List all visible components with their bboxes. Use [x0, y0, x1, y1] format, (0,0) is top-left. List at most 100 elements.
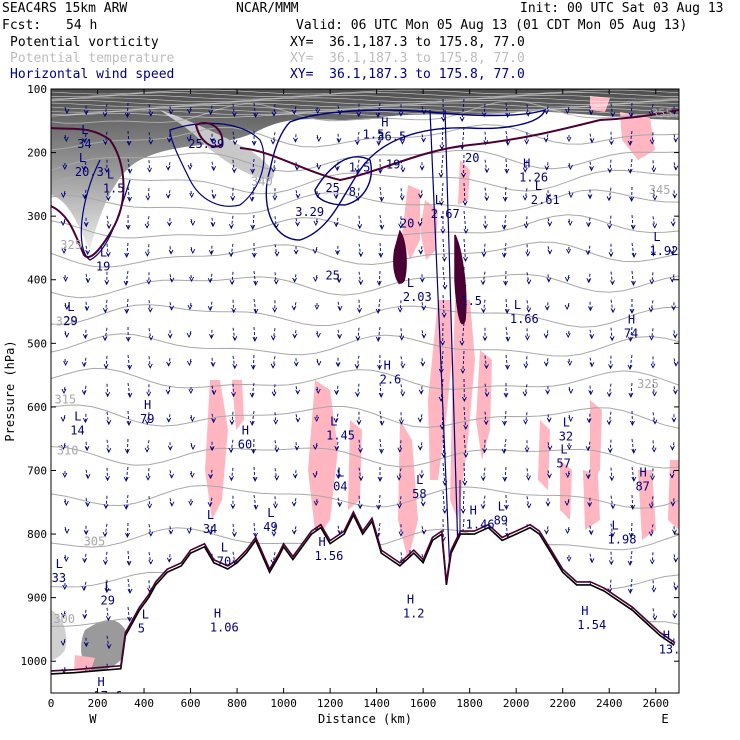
wind-vector-head	[501, 224, 507, 230]
wind-vector-head	[586, 278, 592, 284]
wind-vector-head	[505, 140, 511, 146]
wind-vector	[337, 273, 340, 283]
pv-shading-blob	[160, 110, 274, 180]
wind-vector	[231, 271, 234, 285]
wind-vector	[442, 462, 446, 486]
wind-vector	[84, 413, 87, 423]
extremum-kind-label: H	[214, 606, 221, 620]
wind-vector-head	[607, 224, 612, 230]
extremum-value-label: 57	[556, 456, 570, 470]
extremum-value-label: 17.6	[94, 689, 123, 703]
wind-speed-label: 25	[325, 181, 339, 195]
wind-vector-head	[610, 280, 615, 286]
wind-vector-head	[631, 476, 637, 482]
wind-vector	[232, 103, 235, 117]
plot-frame	[50, 88, 680, 694]
wind-vector	[441, 182, 444, 206]
wind-vector	[357, 327, 360, 341]
wind-vector-head	[123, 476, 129, 482]
wind-vector	[505, 159, 508, 173]
wind-vector	[608, 383, 612, 397]
wind-vector	[105, 355, 108, 369]
wind-vector-head	[627, 560, 633, 566]
wind-vector	[168, 554, 171, 562]
wind-vector-head	[291, 529, 297, 535]
wind-vector	[610, 299, 614, 313]
extremum-value-label: 60	[238, 437, 252, 451]
wind-vector-head	[418, 249, 424, 255]
wind-vector-head	[461, 172, 466, 179]
wind-vector-head	[672, 333, 678, 339]
wind-vector-head	[400, 139, 405, 145]
wind-vector-head	[669, 277, 675, 283]
wind-vector	[484, 131, 487, 145]
wind-vector-head	[337, 334, 342, 340]
wind-vector-head	[274, 447, 280, 453]
wind-vector-head	[609, 476, 615, 482]
wind-vector	[461, 322, 465, 346]
wind-vector	[106, 187, 109, 201]
wind-vector-head	[229, 280, 235, 286]
wind-vector-head	[62, 472, 68, 479]
wind-vector	[231, 411, 234, 425]
wind-vector-head	[292, 277, 297, 283]
wind-vector-head	[439, 200, 444, 207]
wind-vector-head	[252, 336, 258, 342]
x-tick-label: 2600	[642, 697, 669, 710]
wind-vector-head	[585, 474, 591, 480]
y-tick-label: 300	[27, 210, 47, 223]
wind-vector-head	[291, 109, 297, 115]
wind-vector	[463, 434, 467, 458]
wind-vector-head	[544, 529, 549, 535]
wind-vector-head	[334, 166, 340, 172]
wind-vector	[379, 186, 383, 202]
wind-vector-head	[295, 193, 301, 199]
extremum-kind-label: H	[470, 503, 477, 517]
wind-vector-head	[417, 445, 423, 451]
wind-vector-head	[358, 448, 363, 454]
wind-vector-head	[61, 444, 66, 451]
wind-vector-head	[418, 193, 423, 199]
wind-vector-head	[186, 108, 192, 115]
extremum-kind-label: H	[628, 313, 635, 327]
wind-vector-head	[629, 196, 634, 202]
wind-vector-head	[522, 195, 528, 201]
wind-vector-head	[125, 336, 131, 342]
wind-vector	[148, 104, 152, 116]
wind-vector-head	[397, 503, 402, 509]
theta-isentrope-upper	[51, 113, 679, 118]
wind-vector	[126, 102, 129, 118]
wind-vector-head	[63, 360, 68, 367]
wind-vector	[463, 462, 466, 486]
wind-vector-head	[249, 196, 255, 202]
wind-vector-head	[251, 448, 256, 454]
wind-vector	[147, 188, 150, 200]
extremum-kind-label: H	[407, 592, 414, 606]
extremum-kind-label: L	[407, 276, 414, 290]
extremum-kind-label: L	[100, 245, 107, 259]
extremum-kind-label: H	[523, 156, 530, 170]
wind-vector-head	[505, 336, 511, 342]
wind-vector	[650, 496, 654, 508]
wind-vector	[127, 410, 130, 426]
wind-vector	[274, 412, 277, 424]
wind-vector-head	[292, 473, 298, 479]
wind-vector	[379, 438, 382, 454]
wind-vector	[463, 406, 467, 430]
extremum-kind-label: L	[267, 506, 274, 520]
wind-vector-head	[589, 362, 595, 368]
theta-isentrope	[51, 367, 679, 390]
wind-vector-head	[228, 224, 234, 230]
wind-vector	[232, 383, 234, 397]
wind-shading-area	[538, 420, 550, 490]
wind-vector	[461, 518, 465, 542]
wind-vector	[651, 272, 654, 284]
extremum-kind-label: L	[56, 557, 63, 571]
extremum-kind-label: H	[318, 535, 325, 549]
wind-vector	[85, 441, 88, 451]
wind-vector	[251, 410, 255, 426]
wind-vector-head	[608, 252, 614, 258]
wind-vector	[148, 300, 151, 312]
wind-vector-head	[295, 417, 301, 423]
wind-vector-head	[82, 557, 88, 564]
